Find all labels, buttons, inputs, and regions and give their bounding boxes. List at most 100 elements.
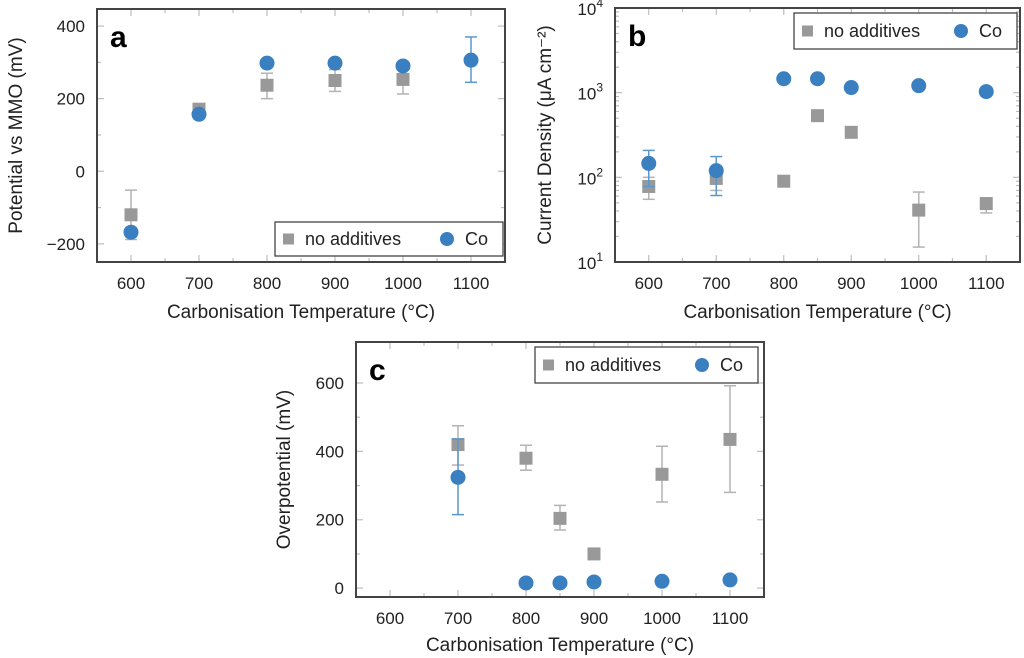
plot-frame: [96, 8, 506, 263]
x-tick-label: 600: [376, 609, 404, 628]
x-tick-label: 1000: [900, 274, 938, 293]
y-axis-title: Potential vs MMO (mV): [6, 37, 27, 233]
x-tick-label: 700: [185, 274, 213, 293]
data-point-circle: [843, 80, 859, 96]
panel-a: 600 700 800 900 1000 1100 −200 0 200 400 Carbonisa…: [6, 8, 506, 323]
legend-label-co: Co: [979, 21, 1002, 41]
series-co: [123, 36, 479, 240]
x-tick-label: 900: [321, 274, 349, 293]
panel-c: 600 700 800 900 1000 1100 0 200 400 600 Carbonisat…: [274, 341, 765, 656]
legend-square-icon: [543, 359, 554, 371]
plot-frame: [614, 7, 1021, 263]
x-tick-label: 700: [444, 609, 472, 628]
panel-b: 600 700 800 900 1000 1100101102103104Carbonis…: [535, 0, 1021, 323]
series-no-additives: [124, 67, 410, 241]
x-tick-label: 900: [580, 609, 608, 628]
legend-label-co: Co: [465, 229, 488, 249]
x-tick-label: 1000: [643, 609, 681, 628]
data-point-circle: [395, 58, 411, 74]
y-tick-label: 102: [577, 165, 603, 188]
legend-label-no-additives: no additives: [565, 355, 661, 375]
y-tick-exponent: 1: [596, 250, 603, 264]
data-point-circle: [722, 572, 738, 588]
series-no-additives: [642, 109, 993, 248]
y-tick-base: 10: [577, 85, 596, 104]
series-co: [641, 71, 994, 197]
y-tick-label: 600: [316, 374, 344, 393]
data-point-circle: [911, 78, 927, 94]
panel-letter: c: [369, 354, 386, 387]
data-point-circle: [641, 155, 657, 171]
y-tick-label: 400: [316, 442, 344, 461]
y-tick-label: 200: [316, 511, 344, 530]
legend-square-icon: [802, 25, 813, 37]
x-axis-title: Carbonisation Temperature (°C): [683, 302, 951, 323]
x-tick-label: 600: [635, 274, 663, 293]
data-point-square: [553, 511, 567, 525]
panel-letter: b: [628, 20, 646, 53]
y-tick-label: 0: [335, 579, 344, 598]
legend-circle-icon: [954, 24, 968, 38]
data-point-circle: [810, 71, 825, 87]
legend-box: [534, 346, 759, 384]
y-tick-label: 104: [577, 0, 603, 19]
data-point-square: [979, 197, 993, 211]
x-tick-label: 700: [702, 274, 730, 293]
data-point-square: [124, 208, 138, 222]
x-tick-label: 900: [837, 274, 865, 293]
data-point-circle: [654, 573, 670, 589]
x-tick-label: 800: [253, 274, 281, 293]
legend: no additives Co: [274, 221, 504, 257]
data-point-square: [655, 467, 669, 481]
data-point-circle: [123, 224, 139, 240]
y-axis-title: Overpotential (mV): [274, 390, 295, 549]
panel-letter: a: [110, 21, 127, 54]
x-tick-label: 1100: [968, 274, 1005, 293]
legend-circle-icon: [440, 232, 454, 246]
x-tick-label: 1100: [453, 274, 490, 293]
data-point-circle: [327, 55, 343, 71]
legend-square-icon: [283, 233, 294, 245]
data-point-square: [844, 125, 858, 139]
data-point-square: [811, 109, 824, 123]
data-point-square: [912, 203, 926, 217]
x-tick-label: 600: [117, 274, 145, 293]
data-point-circle: [708, 163, 724, 179]
y-tick-exponent: 3: [596, 81, 603, 95]
data-point-square: [777, 174, 791, 188]
data-point-square: [396, 72, 410, 86]
data-point-circle: [552, 575, 568, 591]
y-tick-label: 200: [57, 90, 85, 109]
legend-box: [274, 221, 504, 257]
data-point-square: [260, 78, 274, 92]
data-point-square: [328, 74, 342, 88]
data-point-circle: [450, 469, 466, 485]
y-tick-base: 10: [577, 169, 596, 188]
y-tick-label: 0: [76, 162, 85, 181]
y-tick-exponent: 4: [596, 0, 603, 10]
legend-box: [793, 12, 1018, 50]
legend: no additives Co: [534, 346, 759, 384]
series-no-additives: [451, 385, 737, 561]
data-point-circle: [978, 84, 994, 100]
data-point-square: [587, 547, 601, 561]
plot-frame: [355, 341, 765, 598]
y-tick-label: −200: [47, 235, 85, 254]
legend-label-no-additives: no additives: [824, 21, 920, 41]
x-axis-title: Carbonisation Temperature (°C): [426, 635, 694, 656]
x-tick-label: 800: [770, 274, 798, 293]
y-tick-base: 10: [577, 254, 596, 273]
data-point-circle: [518, 575, 534, 591]
data-point-circle: [463, 52, 479, 68]
y-tick-exponent: 2: [596, 165, 603, 179]
data-point-circle: [191, 106, 207, 122]
y-tick-base: 10: [577, 0, 596, 19]
series-co: [450, 438, 738, 591]
x-tick-label: 1000: [384, 274, 422, 293]
y-tick-label: 400: [57, 17, 85, 36]
data-point-circle: [586, 574, 602, 590]
legend-circle-icon: [695, 358, 709, 372]
x-axis-title: Carbonisation Temperature (°C): [167, 302, 435, 323]
data-point-circle: [259, 55, 275, 71]
